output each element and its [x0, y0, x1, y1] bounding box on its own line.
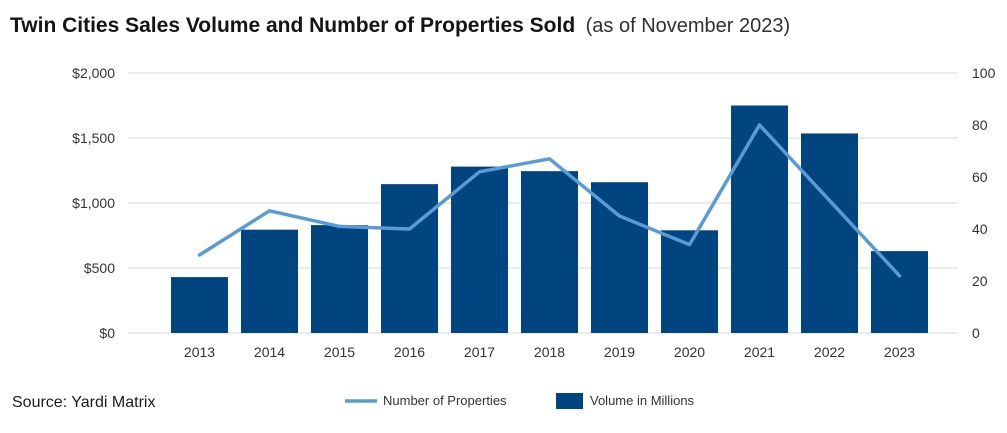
- chart-title-row: Twin Cities Sales Volume and Number of P…: [10, 14, 790, 38]
- bar-2015: [311, 225, 368, 333]
- bar-2014: [241, 229, 298, 333]
- bar-2019: [591, 182, 648, 333]
- point-2018: [548, 157, 551, 160]
- bar-2023: [871, 251, 928, 333]
- x-tick-label: 2017: [464, 344, 495, 360]
- legend-swatch-bar: [556, 393, 583, 409]
- right-tick-label: 0: [972, 325, 980, 341]
- bar-2013: [171, 277, 228, 333]
- bar-2020: [661, 230, 718, 333]
- legend-label-volume-in-millions: Volume in Millions: [590, 393, 695, 408]
- x-tick-label: 2014: [254, 344, 285, 360]
- bar-2017: [451, 166, 508, 333]
- right-tick-label: 20: [972, 273, 988, 289]
- left-tick-label: $0: [99, 325, 115, 341]
- x-tick-label: 2021: [744, 344, 775, 360]
- point-2023: [898, 274, 901, 277]
- x-tick-label: 2018: [534, 344, 565, 360]
- x-tick-label: 2015: [324, 344, 355, 360]
- x-tick-label: 2019: [604, 344, 635, 360]
- x-axis: 2013 2014 2015 2016 2017 2018 2019 2020 2021 2022…: [184, 344, 915, 360]
- point-2022: [828, 199, 831, 202]
- point-2021: [758, 123, 761, 127]
- bar-2021: [731, 105, 788, 333]
- point-2013: [198, 253, 201, 257]
- right-tick-label: 100: [972, 65, 996, 81]
- left-axis: $0 $500 $1,000 $1,500 $2,000: [72, 65, 115, 341]
- point-2017: [478, 170, 481, 173]
- x-tick-label: 2020: [674, 344, 705, 360]
- left-tick-label: $500: [84, 260, 115, 276]
- legend-label-number-of-properties: Number of Properties: [383, 393, 507, 408]
- point-2014: [268, 209, 271, 212]
- bar-series: [171, 105, 928, 333]
- point-2019: [618, 214, 621, 218]
- right-tick-label: 40: [972, 221, 988, 237]
- x-tick-label: 2016: [394, 344, 425, 360]
- x-tick-label: 2023: [884, 344, 915, 360]
- bar-2022: [801, 133, 858, 333]
- point-2015: [338, 225, 341, 228]
- source-note: Source: Yardi Matrix: [12, 394, 156, 411]
- x-tick-label: 2013: [184, 344, 215, 360]
- bar-2016: [381, 184, 438, 333]
- left-tick-label: $1,000: [72, 195, 115, 211]
- right-tick-label: 80: [972, 117, 988, 133]
- point-2020: [688, 243, 691, 246]
- right-axis: 0 20 40 60 80 100: [972, 65, 996, 341]
- x-tick-label: 2022: [814, 344, 845, 360]
- left-tick-label: $1,500: [72, 130, 115, 146]
- legend: Number of Properties Volume in Millions: [345, 393, 695, 409]
- left-tick-label: $2,000: [72, 65, 115, 81]
- chart-subtitle: (as of November 2023): [585, 15, 791, 37]
- point-2016: [408, 227, 411, 231]
- right-tick-label: 60: [972, 169, 988, 185]
- chart-title: Twin Cities Sales Volume and Number of P…: [10, 14, 576, 37]
- bar-2018: [521, 171, 578, 333]
- line-series: [197, 123, 902, 278]
